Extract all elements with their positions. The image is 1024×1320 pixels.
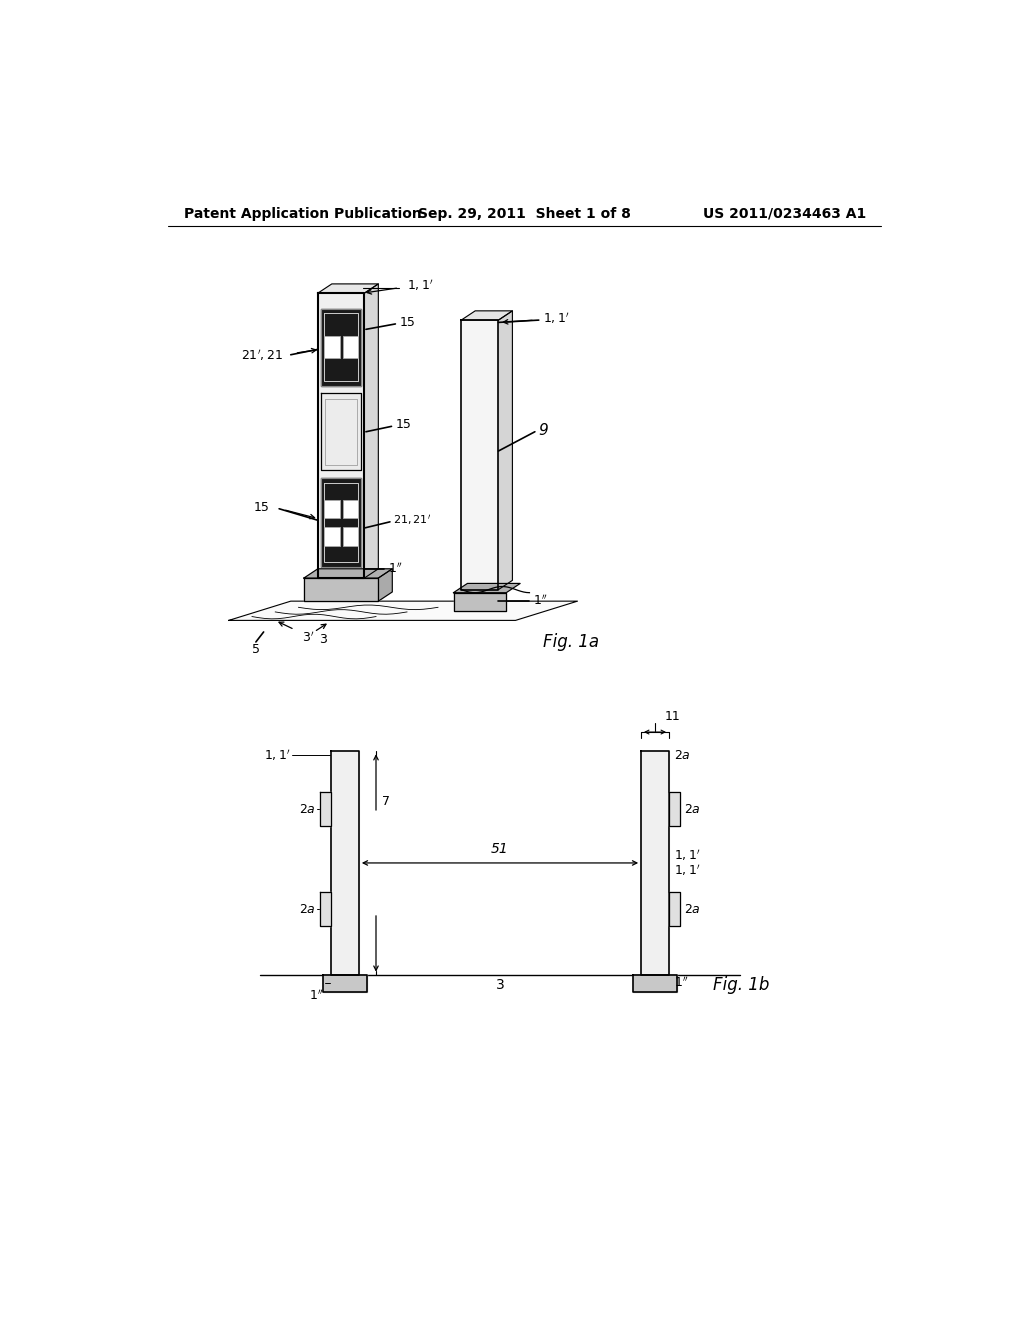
Text: 3: 3 — [319, 634, 328, 647]
Text: 15: 15 — [399, 315, 415, 329]
Text: $21^{\prime},21$: $21^{\prime},21$ — [241, 347, 283, 363]
Polygon shape — [317, 293, 365, 578]
Polygon shape — [641, 751, 669, 974]
Text: 11: 11 — [665, 710, 680, 723]
Text: $2a$: $2a$ — [299, 803, 315, 816]
Text: $3^{\prime}$: $3^{\prime}$ — [302, 630, 314, 644]
Text: $1^{\prime\prime}$: $1^{\prime\prime}$ — [388, 561, 402, 576]
Polygon shape — [324, 974, 367, 991]
Text: Patent Application Publication: Patent Application Publication — [183, 207, 422, 220]
Polygon shape — [454, 583, 520, 593]
Text: $1^{\prime\prime}$: $1^{\prime\prime}$ — [674, 975, 688, 990]
Text: Fig. 1b: Fig. 1b — [713, 977, 769, 994]
Text: 7: 7 — [382, 795, 390, 808]
Polygon shape — [669, 792, 680, 826]
Polygon shape — [228, 601, 578, 620]
Text: $1,1^{\prime}$: $1,1^{\prime}$ — [543, 310, 569, 326]
Polygon shape — [365, 284, 378, 578]
Text: 51: 51 — [492, 842, 509, 857]
Bar — [324, 499, 340, 517]
Polygon shape — [454, 593, 506, 611]
Text: US 2011/0234463 A1: US 2011/0234463 A1 — [702, 207, 866, 220]
Text: $2a$: $2a$ — [684, 903, 701, 916]
Polygon shape — [669, 892, 680, 927]
Polygon shape — [321, 792, 331, 826]
Polygon shape — [321, 478, 361, 566]
Text: $1,1^{\prime}$: $1,1^{\prime}$ — [407, 277, 434, 293]
Text: $1,1^{\prime}$: $1,1^{\prime}$ — [264, 747, 291, 763]
Text: $1,1^{\prime}$: $1,1^{\prime}$ — [674, 847, 700, 863]
Bar — [343, 527, 358, 545]
Text: $2a$: $2a$ — [299, 903, 315, 916]
Bar — [343, 337, 358, 358]
Text: 15: 15 — [254, 500, 270, 513]
Text: $2a$: $2a$ — [684, 803, 701, 816]
Text: $2a$: $2a$ — [674, 748, 690, 762]
Polygon shape — [378, 569, 392, 601]
Polygon shape — [461, 321, 499, 590]
Polygon shape — [321, 309, 361, 385]
Text: 5: 5 — [252, 643, 260, 656]
Polygon shape — [331, 751, 359, 974]
Polygon shape — [461, 312, 512, 321]
Text: 3: 3 — [496, 978, 505, 993]
Bar — [343, 499, 358, 517]
Polygon shape — [633, 974, 677, 991]
Polygon shape — [304, 569, 392, 578]
Bar — [324, 337, 340, 358]
Text: 15: 15 — [395, 418, 412, 432]
Bar — [324, 527, 340, 545]
Text: $1^{\prime\prime}$: $1^{\prime\prime}$ — [308, 989, 324, 1003]
Text: Sep. 29, 2011  Sheet 1 of 8: Sep. 29, 2011 Sheet 1 of 8 — [419, 207, 631, 220]
Text: $1,1^{\prime}$: $1,1^{\prime}$ — [674, 863, 700, 878]
Text: $1^{\prime\prime}$: $1^{\prime\prime}$ — [532, 594, 547, 609]
Polygon shape — [317, 284, 378, 293]
Polygon shape — [321, 393, 361, 470]
Polygon shape — [499, 312, 512, 590]
Text: $21,21^{\prime}$: $21,21^{\prime}$ — [393, 513, 431, 527]
Text: 9: 9 — [539, 422, 549, 438]
Polygon shape — [304, 578, 378, 601]
Polygon shape — [321, 892, 331, 927]
Text: Fig. 1a: Fig. 1a — [543, 634, 599, 651]
